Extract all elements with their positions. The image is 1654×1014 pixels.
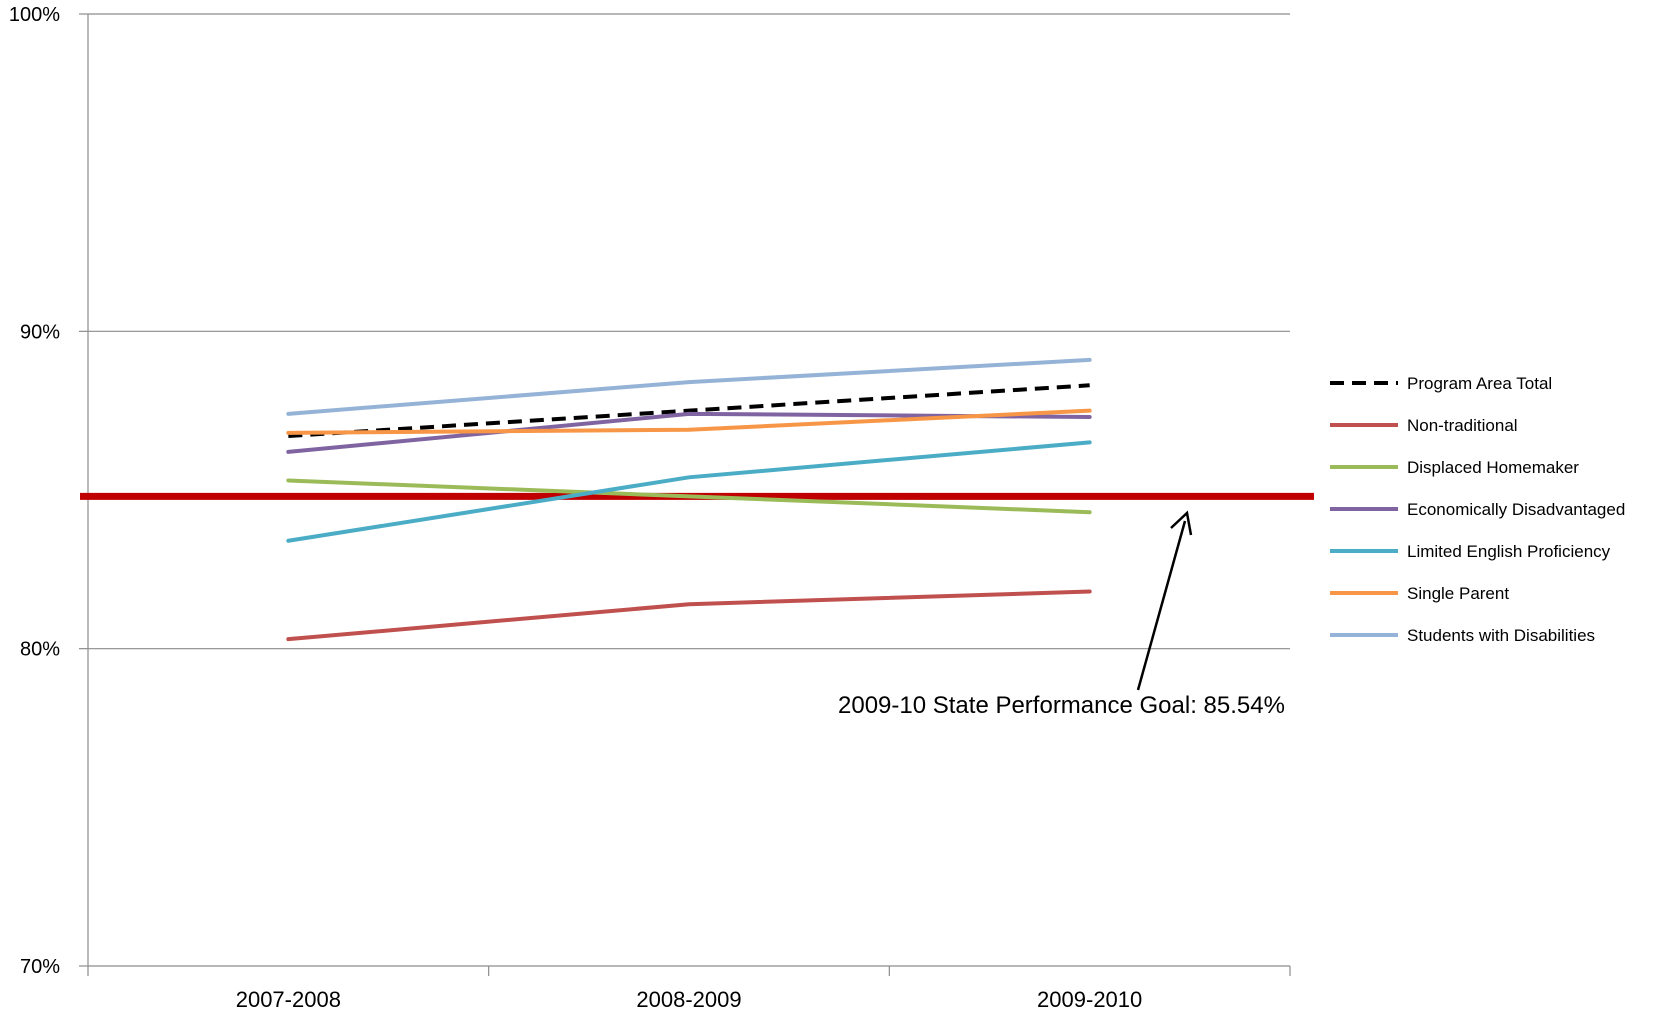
axes: 70% 80% 90% 100% 2007-2008 2008-2009 2009-2010 [9, 4, 1291, 1012]
annotation: 2009-10 State Performance Goal: 85.54% [838, 510, 1285, 719]
legend-label-limited-english-proficiency: Limited English Proficiency [1407, 542, 1611, 561]
x-tick-label: 2009-2010 [1037, 987, 1142, 1009]
series-line-single-parent [286, 408, 1092, 435]
annotation-arrow-shaft [1136, 520, 1187, 691]
y-tick-label: 90% [20, 321, 60, 343]
series-line-limited-english-proficiency [286, 440, 1092, 543]
legend-label-single-parent: Single Parent [1407, 584, 1509, 603]
y-tick-label: 100% [9, 4, 60, 26]
gridlines [88, 13, 1290, 967]
series-line-program-area-total [288, 383, 1090, 439]
goal-annotation-text: 2009-10 State Performance Goal: 85.54% [838, 692, 1285, 719]
y-tick-label: 70% [20, 956, 60, 978]
legend-label-program-area-total: Program Area Total [1407, 374, 1552, 393]
legend-label-economically-disadvantaged: Economically Disadvantaged [1407, 500, 1625, 519]
x-tick-label: 2008-2009 [636, 987, 741, 1009]
series-line-non-traditional [286, 589, 1092, 642]
x-tick-label: 2007-2008 [236, 987, 341, 1009]
legend-label-students-with-disabilities: Students with Disabilities [1407, 626, 1595, 645]
legend-label-displaced-homemaker: Displaced Homemaker [1407, 458, 1579, 477]
y-tick-label: 80% [20, 639, 60, 661]
series-line-displaced-homemaker [286, 478, 1092, 515]
legend: Program Area Total Non-traditional Displac… [1330, 374, 1625, 645]
series-lines [286, 357, 1092, 642]
legend-label-non-traditional: Non-traditional [1407, 416, 1518, 435]
series-line-students-with-disabilities [286, 357, 1092, 416]
annotation-arrow-head [1170, 510, 1193, 536]
